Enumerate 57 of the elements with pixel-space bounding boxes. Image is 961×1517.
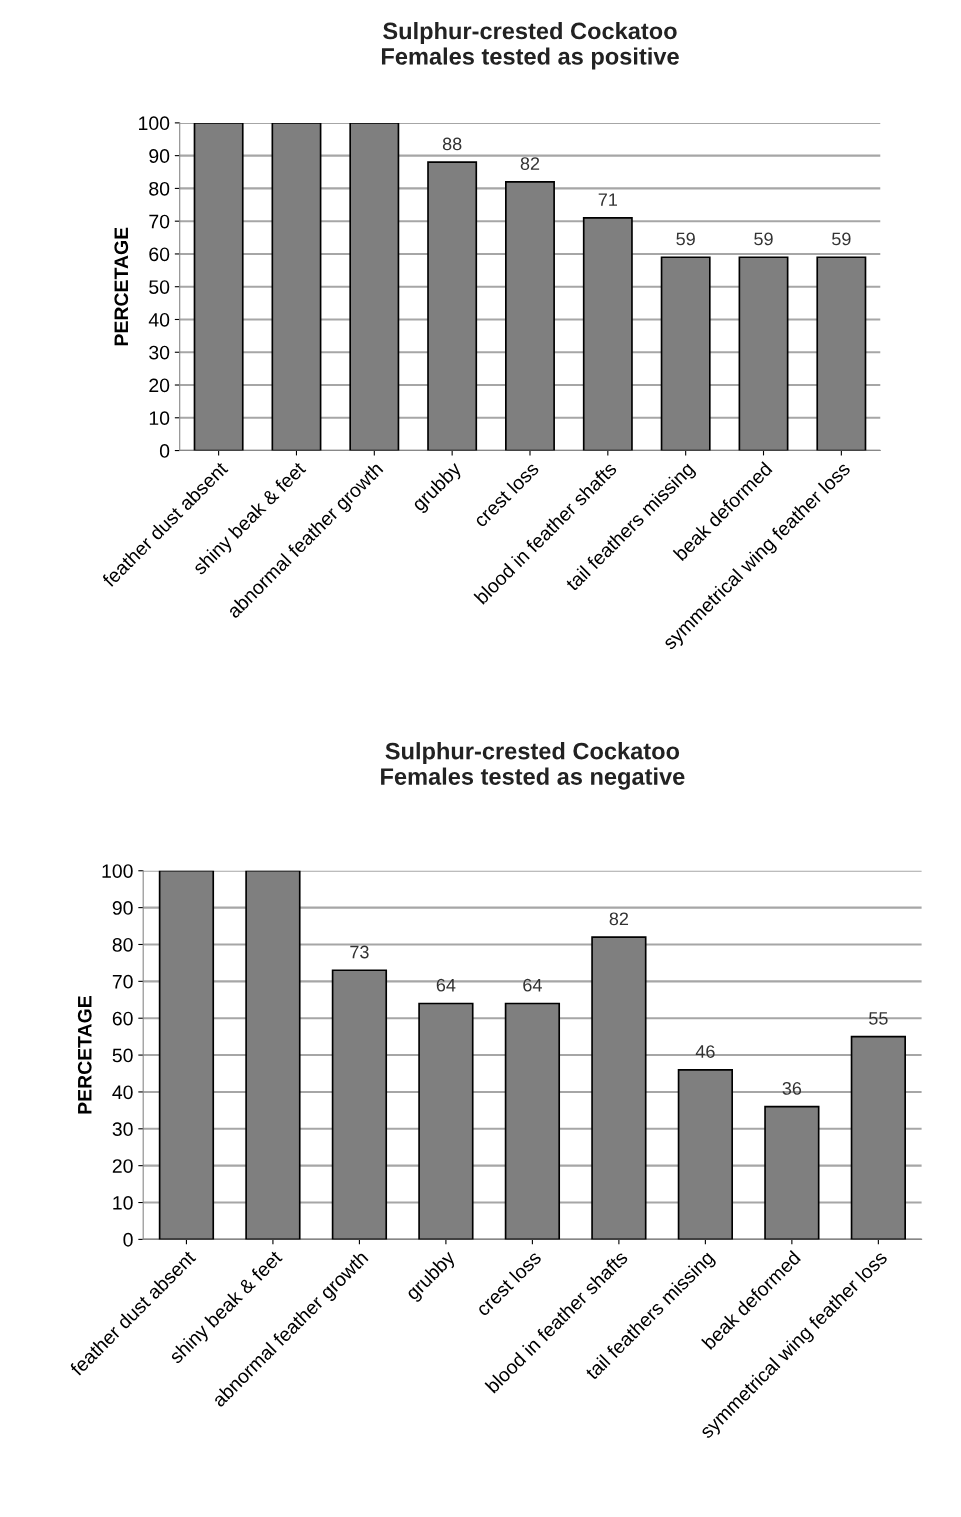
data-label: 71: [598, 193, 617, 206]
bar: [677, 1068, 734, 1240]
y-tick-label: 10: [113, 1195, 133, 1210]
data-label: 59: [832, 232, 851, 246]
y-tick-label: 30: [149, 345, 170, 360]
bar: [245, 870, 301, 1240]
bar: [427, 161, 478, 451]
bar: [331, 969, 388, 1240]
data-label: 59: [676, 232, 695, 246]
y-tick-label: 30: [112, 1122, 133, 1137]
data-label: 82: [520, 157, 540, 170]
bar: [816, 256, 867, 451]
y-tick-label: 80: [112, 937, 133, 952]
y-axis-title: PERCETAGE: [77, 996, 92, 1114]
y-tick-label: 60: [149, 247, 170, 262]
data-label: 55: [869, 1012, 888, 1025]
y-tick-label: 60: [112, 1011, 133, 1026]
bar: [505, 181, 555, 451]
y-tick-label: 20: [112, 1159, 133, 1173]
bar: [193, 122, 244, 451]
y-tick-label: 50: [149, 280, 170, 294]
y-tick-label: 50: [112, 1048, 133, 1063]
bar: [591, 936, 647, 1240]
data-label: 46: [695, 1045, 715, 1058]
bar: [158, 870, 215, 1240]
bar: [504, 1002, 561, 1240]
bar: [738, 256, 789, 451]
bar: [349, 122, 400, 451]
y-tick-label: 40: [148, 312, 170, 327]
y-tick-label: 20: [149, 378, 170, 393]
data-label: 73: [350, 945, 369, 959]
y-tick-label: 100: [102, 864, 133, 878]
bar: [582, 217, 633, 451]
bar: [418, 1002, 474, 1240]
bar: [660, 256, 711, 451]
y-tick-label: 70: [112, 974, 133, 989]
y-tick-label: 80: [149, 181, 170, 196]
data-label: 59: [754, 232, 773, 246]
y-tick-label: 40: [112, 1085, 133, 1100]
data-label: 64: [523, 978, 542, 992]
bar: [850, 1035, 907, 1240]
chart-title: Sulphur-crested Cockatoo Females tested as positive: [381, 22, 679, 70]
y-tick-label: 0: [123, 1232, 133, 1247]
bar: [271, 122, 322, 451]
y-tick-label: 70: [149, 214, 170, 229]
data-label: 36: [782, 1081, 802, 1095]
y-tick-label: 100: [139, 116, 170, 131]
y-tick-label: 0: [159, 444, 170, 458]
y-tick-label: 90: [112, 901, 133, 915]
data-label: 64: [436, 978, 456, 992]
data-label: 82: [609, 912, 629, 926]
bar: [764, 1105, 820, 1240]
y-tick-label: 10: [149, 411, 170, 426]
y-axis-title: PERCETAGE: [114, 227, 129, 346]
y-tick-label: 90: [149, 149, 170, 163]
data-label: 88: [442, 137, 462, 151]
chart-title: Sulphur-crested Cockatoo Females tested as negative: [381, 742, 685, 790]
